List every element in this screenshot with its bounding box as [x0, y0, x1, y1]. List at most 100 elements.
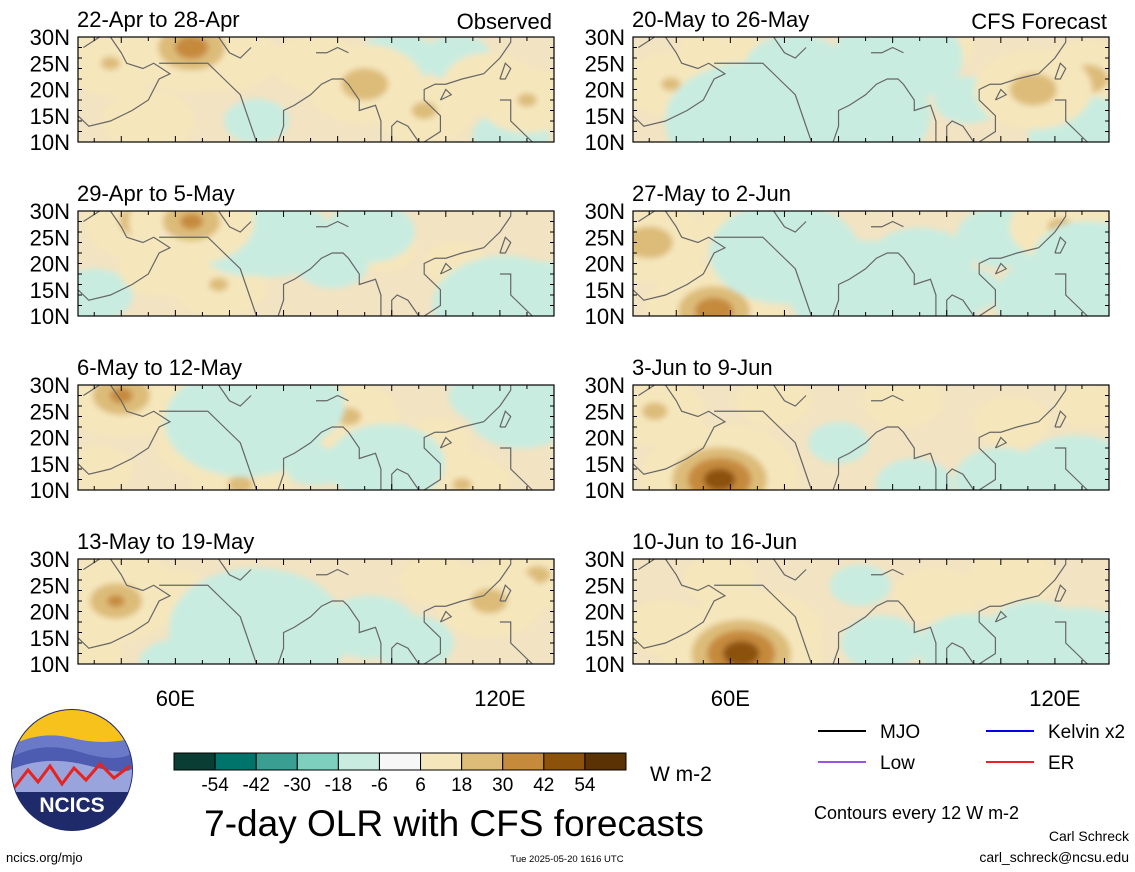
- olr-anomaly-blob: [140, 256, 178, 282]
- olr-anomaly-blob: [885, 388, 922, 414]
- coastline: [946, 468, 975, 490]
- coastline: [159, 62, 258, 142]
- colorbar-tick-label: -42: [242, 775, 269, 796]
- colorbar-swatch: [502, 752, 545, 771]
- colorbar-tick-label: 30: [492, 775, 513, 796]
- coastline: [423, 37, 512, 142]
- coastline: [1054, 447, 1088, 490]
- coastline: [499, 410, 512, 428]
- colorbar-swatch: [296, 752, 339, 771]
- coastline: [946, 120, 975, 142]
- lat-tick-label: 15N: [585, 104, 625, 129]
- olr-anomaly-blob: [224, 98, 289, 142]
- lat-tick-label: 10N: [585, 478, 625, 503]
- coastline: [423, 385, 512, 490]
- olr-anomaly-blob: [694, 297, 734, 316]
- lat-tick-label: 10N: [585, 304, 625, 329]
- coastline: [1054, 410, 1067, 428]
- coastline: [83, 385, 100, 397]
- legend-entry: ER: [986, 753, 1074, 774]
- lat-tick-label: 20N: [585, 600, 625, 625]
- coastline: [499, 99, 533, 142]
- coastline: [994, 610, 1008, 623]
- lat-tick-label: 10N: [585, 130, 625, 155]
- olr-anomaly-blob: [107, 595, 125, 607]
- footer-website: ncics.org/mjo: [6, 850, 83, 865]
- coastline: [499, 447, 533, 490]
- panel-source-label: Observed: [457, 9, 552, 34]
- coastline: [871, 568, 904, 576]
- lat-tick-label: 25N: [30, 573, 70, 598]
- lat-tick-label: 20N: [30, 252, 70, 277]
- coastline: [832, 426, 937, 490]
- lat-tick-label: 15N: [30, 452, 70, 477]
- olr-anomaly-blob: [470, 588, 508, 614]
- colorbar-tick-label: -30: [284, 775, 311, 796]
- lat-tick-label: 20N: [585, 78, 625, 103]
- panel-period-label: 6-May to 12-May: [77, 355, 242, 380]
- coastline: [714, 236, 813, 316]
- olr-anomaly-blob: [841, 615, 923, 664]
- coastline: [277, 600, 382, 664]
- colorbar-swatch: [461, 752, 504, 771]
- lat-tick-label: 25N: [585, 573, 625, 598]
- colorbar-tick-label: -6: [371, 775, 388, 796]
- legend-entry: Kelvin x2: [986, 722, 1125, 743]
- coastline: [633, 211, 727, 301]
- panel-period-label: 3-Jun to 9-Jun: [632, 355, 773, 380]
- coastline: [773, 211, 807, 233]
- coastline: [391, 642, 420, 664]
- panel-period-label: 29-Apr to 5-May: [77, 181, 235, 206]
- coastline: [633, 559, 727, 649]
- coastline: [218, 559, 252, 581]
- olr-anomaly-blob: [327, 423, 446, 490]
- colorbar-swatch: [173, 752, 216, 771]
- colorbar-swatch: [337, 752, 380, 771]
- olr-anomaly-blob: [641, 402, 668, 420]
- panel-period-label: 27-May to 2-Jun: [632, 181, 791, 206]
- lat-tick-label: 25N: [585, 399, 625, 424]
- olr-anomaly-blob: [452, 478, 472, 490]
- coastline: [159, 584, 258, 664]
- colorbar-tick-label: -18: [325, 775, 352, 796]
- coastline: [499, 584, 512, 602]
- olr-anomaly-blob: [987, 563, 1036, 597]
- legend-label: Low: [880, 753, 915, 774]
- olr-anomaly-blob: [994, 251, 1109, 316]
- colorbar-swatch: [584, 752, 627, 771]
- olr-anomaly-blob: [795, 243, 979, 316]
- coastline: [391, 120, 420, 142]
- footer-email: carl_schreck@ncsu.edu: [979, 849, 1129, 865]
- lat-tick-label: 25N: [30, 51, 70, 76]
- olr-anomaly-blob: [661, 77, 681, 91]
- colorbar-swatch: [420, 752, 463, 771]
- colorbar-unit: W m-2: [650, 763, 712, 786]
- coastline: [499, 273, 533, 316]
- footer-author: Carl Schreck: [1049, 828, 1130, 844]
- coastline: [83, 559, 100, 571]
- coastline: [638, 385, 655, 397]
- lat-tick-label: 25N: [585, 51, 625, 76]
- contour-note: Contours every 12 W m-2: [814, 803, 1019, 823]
- olr-anomaly-blob: [180, 213, 204, 230]
- lat-tick-label: 10N: [30, 130, 70, 155]
- coastline: [714, 584, 813, 664]
- lat-tick-label: 15N: [30, 626, 70, 651]
- coastline: [994, 262, 1008, 275]
- coastline: [423, 211, 512, 316]
- coastline: [994, 88, 1008, 101]
- lat-tick-label: 30N: [585, 199, 625, 224]
- coastline: [1054, 273, 1088, 316]
- lat-tick-label: 30N: [585, 25, 625, 50]
- panel-period-label: 10-Jun to 16-Jun: [632, 529, 797, 554]
- coastline: [316, 568, 349, 576]
- coastline: [499, 62, 512, 80]
- lat-tick-label: 15N: [30, 104, 70, 129]
- coastline: [83, 211, 100, 223]
- olr-anomaly-blob: [432, 255, 554, 316]
- coastline: [439, 262, 453, 275]
- olr-anomaly-blob: [323, 595, 417, 659]
- legend-label: Kelvin x2: [1048, 722, 1125, 743]
